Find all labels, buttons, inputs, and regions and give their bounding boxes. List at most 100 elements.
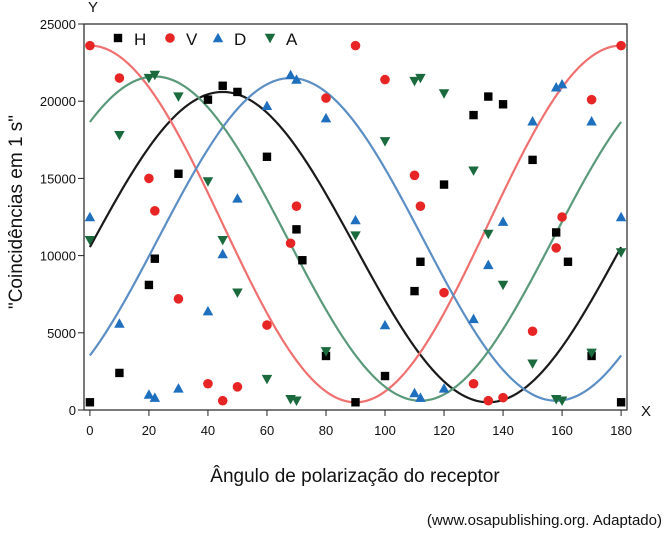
y-axis-letter: Y (88, 0, 98, 16)
x-tick-label: 0 (86, 423, 93, 438)
data-point-A (232, 288, 243, 298)
data-point-V (85, 40, 95, 51)
legend-label-H: H (134, 30, 146, 49)
data-point-H (115, 368, 124, 378)
data-point-V (439, 287, 449, 298)
data-point-V (415, 201, 426, 211)
data-point-H (298, 256, 307, 265)
legend-label-V: V (186, 30, 198, 49)
x-tick-label: 60 (260, 423, 274, 438)
axes (83, 23, 628, 411)
data-point-A (438, 89, 450, 99)
legend-marker-V (165, 33, 175, 43)
data-point-D (527, 116, 538, 126)
data-point-H (616, 398, 626, 407)
data-point-A (84, 235, 96, 246)
data-point-V (616, 40, 626, 51)
y-tick-label: 20000 (40, 94, 76, 109)
x-axis-letter: X (641, 403, 651, 420)
data-point-D (409, 387, 420, 398)
data-points (84, 40, 627, 407)
data-point-V (551, 243, 561, 253)
legend-label-D: D (234, 30, 246, 49)
data-point-D (615, 211, 627, 222)
data-point-V (483, 395, 494, 406)
data-point-V (114, 73, 125, 83)
data-point-A (320, 347, 332, 357)
data-point-H (351, 398, 360, 407)
data-point-D (261, 100, 273, 111)
y-axis-ticks: 0 5000 10000 15000 20000 25000 (40, 17, 84, 418)
data-point-V (321, 93, 331, 103)
data-point-A (143, 73, 155, 84)
data-point-A (114, 130, 125, 141)
data-point-V (173, 294, 184, 304)
x-tick-label: 120 (433, 423, 455, 438)
data-point-H (439, 180, 449, 189)
plot-frame (83, 23, 628, 411)
data-point-D (379, 319, 391, 330)
data-point-V (291, 201, 302, 211)
data-point-D (350, 214, 361, 225)
x-tick-label: 40 (201, 423, 215, 438)
data-point-D (143, 389, 155, 399)
x-tick-label: 160 (551, 423, 573, 438)
data-point-H (498, 100, 508, 109)
data-point-H (528, 155, 537, 165)
x-tick-label: 140 (492, 423, 514, 438)
data-point-V (262, 320, 272, 330)
y-axis-title: "Coincidências em 1 s" (6, 115, 27, 309)
data-point-A (291, 396, 302, 406)
data-point-H (218, 81, 227, 90)
data-point-D (497, 216, 509, 226)
data-point-D (415, 392, 426, 402)
data-point-V (144, 173, 154, 184)
data-point-A (415, 73, 426, 84)
data-point-A (586, 348, 597, 359)
x-axis-title: Ângulo de polarização do receptor (210, 465, 500, 487)
x-axis-ticks: 0 20 40 60 80 100 120 140 160 180 (86, 410, 632, 438)
data-point-H (410, 286, 419, 296)
data-point-D (468, 313, 479, 324)
data-point-A (202, 177, 214, 187)
x-tick-label: 80 (319, 423, 333, 438)
data-point-H (380, 371, 390, 381)
data-point-V (557, 212, 567, 222)
data-point-V (232, 382, 243, 392)
data-point-A (497, 280, 509, 291)
data-point-H (150, 254, 160, 263)
legend-label-A: A (286, 30, 298, 49)
data-point-H (416, 257, 425, 266)
data-point-H (203, 95, 213, 104)
data-point-A (173, 92, 184, 102)
data-point-A (350, 231, 361, 241)
data-point-H (469, 110, 478, 120)
data-point-A (468, 166, 479, 176)
data-point-D (114, 318, 125, 328)
data-point-D (320, 112, 332, 123)
data-point-V (285, 238, 296, 249)
data-point-A (379, 137, 391, 147)
fit-curve-H (88, 90, 623, 404)
data-point-V (350, 40, 361, 51)
data-point-D (291, 74, 302, 84)
data-point-D (232, 193, 243, 203)
data-point-D (483, 259, 494, 270)
legend-marker-D (212, 32, 224, 43)
x-tick-label: 100 (374, 423, 396, 438)
fit-curve-A (89, 75, 622, 402)
data-point-V (409, 170, 420, 181)
data-point-H (292, 225, 301, 234)
data-point-A (615, 248, 627, 258)
data-point-D (173, 383, 184, 393)
data-point-V (527, 326, 538, 337)
fit-curves (88, 44, 623, 404)
data-point-D (84, 211, 96, 222)
data-point-D (149, 392, 161, 402)
y-tick-label: 15000 (40, 171, 76, 186)
data-point-V (217, 395, 228, 406)
data-point-A (409, 76, 420, 87)
data-point-A (483, 229, 494, 240)
